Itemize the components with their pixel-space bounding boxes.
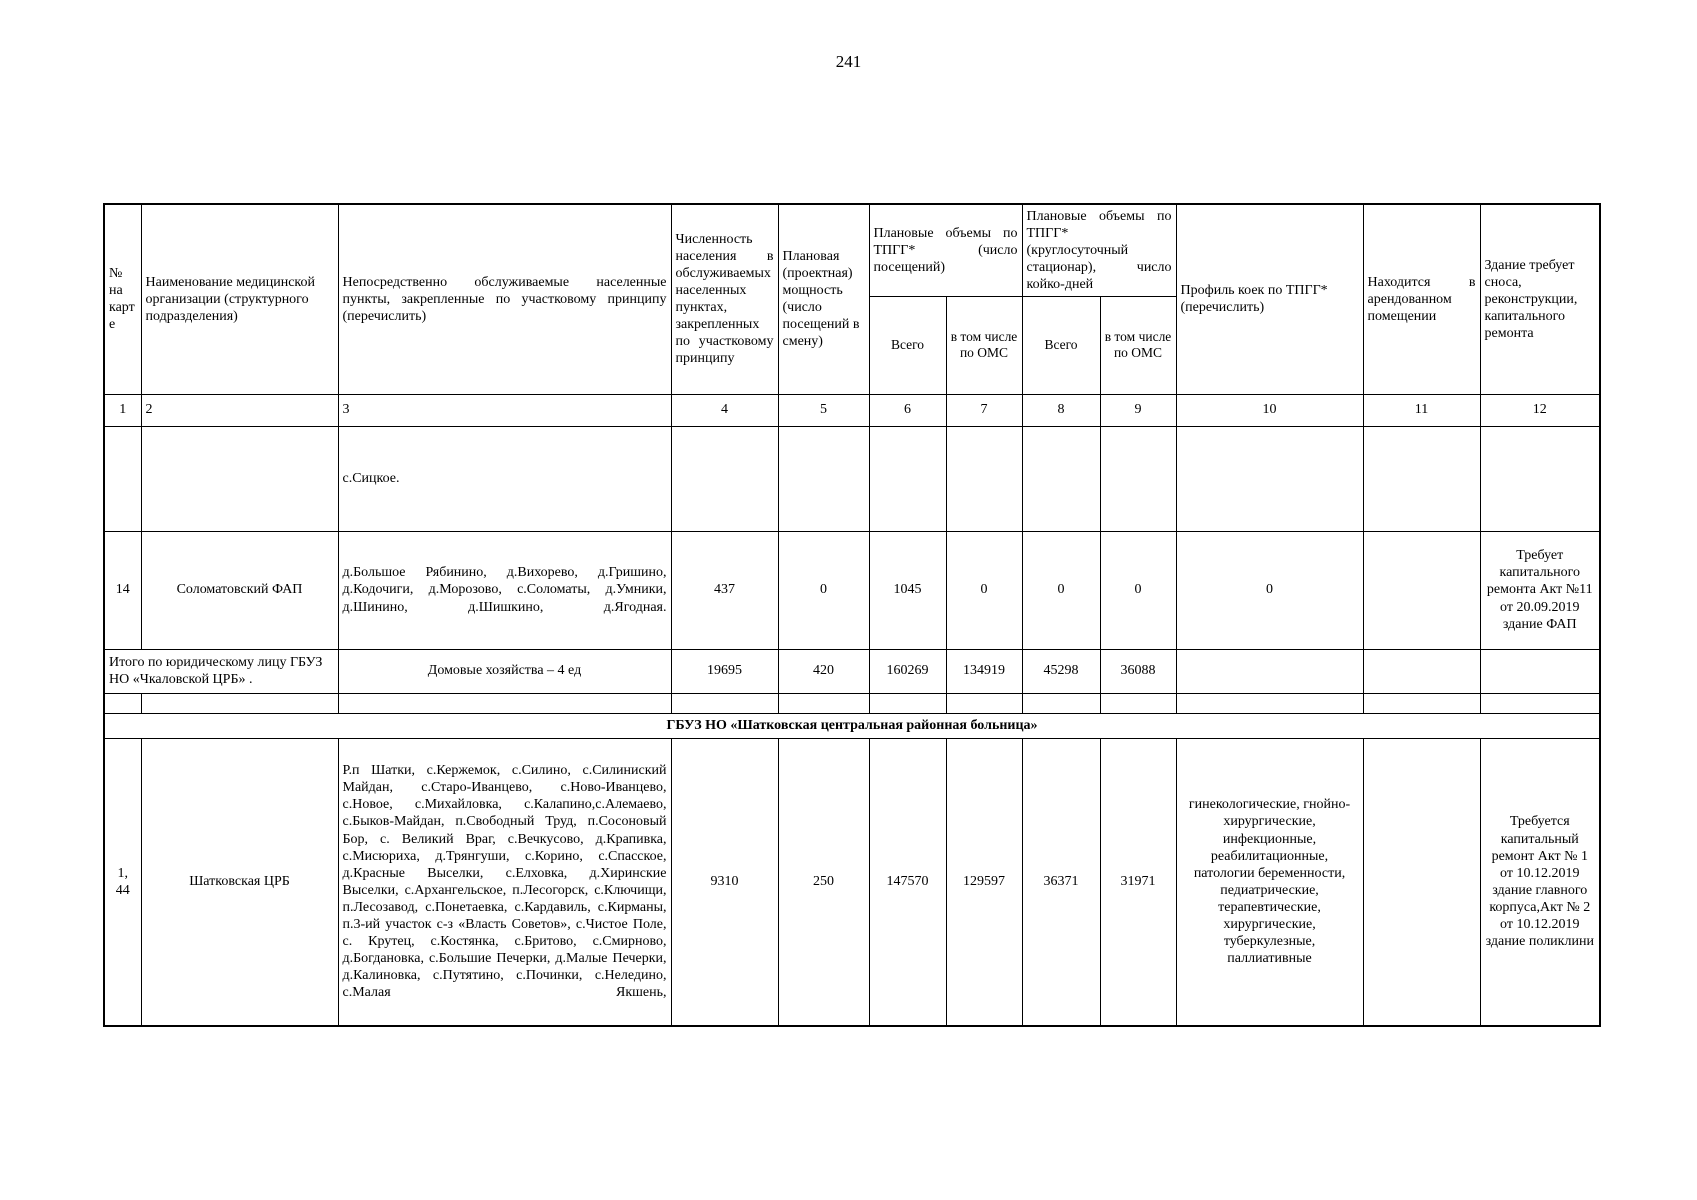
colnum-10: 10: [1175, 393, 1364, 427]
header-planned-beddays-group: Плановые объемы по ТПГГ* (круглосуточный…: [1021, 203, 1177, 297]
row-shatkovskaya-crb: 1, 44 Шатковская ЦРБ Р.п Шатки, с.Кержем…: [103, 737, 1601, 1027]
header-population: Численность населения в обслуживаемых на…: [670, 203, 779, 395]
total-label: Итого по юридическому лицу ГБУЗ НО «Чкал…: [103, 648, 339, 694]
cell-empty: [1099, 425, 1177, 532]
cell-empty: [1175, 692, 1364, 714]
solomatovsky-card-number: 14: [103, 530, 142, 650]
cell-empty: [1099, 692, 1177, 714]
cell-empty: [1021, 692, 1101, 714]
cell-empty: [670, 692, 779, 714]
solomatovsky-profile: 0: [1175, 530, 1364, 650]
colnum-1: 1: [103, 393, 142, 427]
shatkovskaya-settlements: Р.п Шатки, с.Кержемок, с.Силино, с.Силин…: [337, 737, 672, 1027]
solomatovsky-beds-oms: 0: [1099, 530, 1177, 650]
header-planned-visits-group: Плановые объемы по ТПГГ* (число посещени…: [868, 203, 1023, 297]
row-total-chkalovskaya: Итого по юридическому лицу ГБУЗ НО «Чкал…: [103, 648, 1601, 694]
colnum-6: 6: [868, 393, 947, 427]
colnum-8: 8: [1021, 393, 1101, 427]
row-section-header: ГБУЗ НО «Шатковская центральная районная…: [103, 712, 1601, 739]
colnum-9: 9: [1099, 393, 1177, 427]
cell-empty: [1362, 425, 1481, 532]
header-visits-oms: в том числе по ОМС: [945, 295, 1023, 395]
shatkovskaya-bed-profile: гинекологические, гнойно-хирургические, …: [1175, 737, 1364, 1027]
cell-empty: [1175, 648, 1364, 694]
header-served-settlements: Непосредственно обслуживаемые населенные…: [337, 203, 672, 395]
row-solomatovsky-fap: 14 Соломатовский ФАП д.Большое Рябинино,…: [103, 530, 1601, 650]
cell-empty: [1479, 692, 1601, 714]
cell-empty: [945, 692, 1023, 714]
total-beds-total: 45298: [1021, 648, 1101, 694]
cell-empty: [670, 425, 779, 532]
header-rented-premises: Находится в арендованном помещении: [1362, 203, 1481, 395]
cell-empty: [103, 692, 142, 714]
shatkovskaya-card-number: 1, 44: [103, 737, 142, 1027]
page-number: 241: [835, 52, 862, 71]
total-settlements: Домовые хозяйства – 4 ед: [337, 648, 672, 694]
cell-empty: [140, 692, 339, 714]
solomatovsky-capacity: 0: [777, 530, 870, 650]
column-numbers-row: 1 2 3 4 5 6 7 8 9 10 11 12: [103, 393, 1601, 427]
total-beds-oms: 36088: [1099, 648, 1177, 694]
section-title: ГБУЗ НО «Шатковская центральная районная…: [103, 712, 1601, 739]
total-population: 19695: [670, 648, 779, 694]
colnum-12: 12: [1479, 393, 1601, 427]
header-visits-total: Всего: [868, 295, 947, 395]
cell-empty: [868, 692, 947, 714]
header-bed-profile: Профиль коек по ТПГГ* (перечислить): [1175, 203, 1364, 395]
header-beddays-oms: в том числе по ОМС: [1099, 295, 1177, 395]
total-visits-total: 160269: [868, 648, 947, 694]
cell-empty: [777, 425, 870, 532]
colnum-11: 11: [1362, 393, 1481, 427]
header-row-sub: Всего в том числе по ОМС Всего в том чис…: [104, 295, 1600, 395]
solomatovsky-visits-total: 1045: [868, 530, 947, 650]
shatkovskaya-beds-oms: 31971: [1099, 737, 1177, 1027]
header-building-condition: Здание требует сноса, реконструкции, кап…: [1479, 203, 1601, 395]
shatkovskaya-visits-total: 147570: [868, 737, 947, 1027]
shatkovskaya-building-note: Требуется капитальный ремонт Акт № 1 от …: [1479, 737, 1601, 1027]
cell-empty: [140, 425, 339, 532]
cell-empty: [1362, 530, 1481, 650]
colnum-3: 3: [337, 393, 672, 427]
total-visits-oms: 134919: [945, 648, 1023, 694]
cell-empty: [1021, 425, 1101, 532]
header-row-group: № на карте Наименование медицинской орга…: [103, 203, 1601, 395]
cell-empty: [1479, 425, 1601, 532]
header-planned-capacity: Плановая (проектная) мощность (число пос…: [777, 203, 870, 395]
cell-empty: [1479, 648, 1601, 694]
colnum-7: 7: [945, 393, 1023, 427]
shatkovskaya-beds-total: 36371: [1021, 737, 1101, 1027]
colnum-5: 5: [777, 393, 870, 427]
carryover-settlements: с.Сицкое.: [337, 425, 672, 532]
cell-empty: [777, 692, 870, 714]
solomatovsky-org-name: Соломатовский ФАП: [140, 530, 339, 650]
cell-empty: [945, 425, 1023, 532]
colnum-2: 2: [140, 393, 339, 427]
total-capacity: 420: [777, 648, 870, 694]
solomatovsky-visits-oms: 0: [945, 530, 1023, 650]
row-spacer: [103, 692, 1601, 714]
cell-empty: [1362, 648, 1481, 694]
solomatovsky-building-note: Требует капитального ремонта Акт №11 от …: [1479, 530, 1601, 650]
cell-empty: [868, 425, 947, 532]
shatkovskaya-visits-oms: 129597: [945, 737, 1023, 1027]
shatkovskaya-capacity: 250: [777, 737, 870, 1027]
row-carryover: с.Сицкое.: [103, 425, 1601, 532]
header-organization-name: Наименование медицинской организации (ст…: [140, 203, 339, 395]
cell-empty: [1175, 425, 1364, 532]
cell-empty: [1362, 737, 1481, 1027]
header-beddays-total: Всего: [1021, 295, 1101, 395]
cell-empty: [1362, 692, 1481, 714]
shatkovskaya-org-name: Шатковская ЦРБ: [140, 737, 339, 1027]
colnum-4: 4: [670, 393, 779, 427]
cell-empty: [337, 692, 672, 714]
header-card-number: № на карте: [103, 203, 142, 395]
shatkovskaya-population: 9310: [670, 737, 779, 1027]
solomatovsky-beds-total: 0: [1021, 530, 1101, 650]
cell-empty: [103, 425, 142, 532]
solomatovsky-population: 437: [670, 530, 779, 650]
medical-organizations-table: № на карте Наименование медицинской орга…: [103, 203, 1602, 1027]
solomatovsky-settlements: д.Большое Рябинино, д.Вихорево, д.Гришин…: [337, 530, 672, 650]
